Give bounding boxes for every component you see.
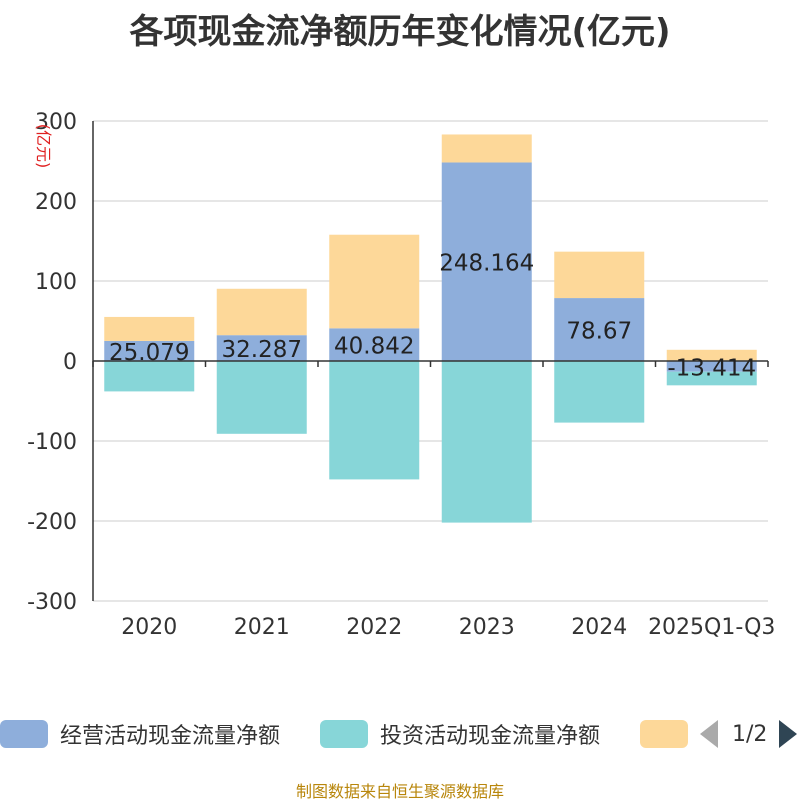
chart-title: 各项现金流净额历年变化情况(亿元) xyxy=(129,12,671,52)
bar-series1-2023 xyxy=(441,361,532,523)
y-tick-label: 100 xyxy=(35,270,77,295)
data-label-2024: 78.67 xyxy=(566,319,632,345)
prev-page-icon[interactable] xyxy=(700,720,718,748)
data-label-2022: 40.842 xyxy=(334,334,414,360)
legend-item-operating[interactable]: 经营活动现金流量净额 xyxy=(0,718,280,750)
legend-pager: 1/2 xyxy=(700,718,798,750)
y-tick-label: 200 xyxy=(35,190,77,215)
x-tick-label-2020: 2020 xyxy=(121,615,177,640)
y-tick-label: -200 xyxy=(27,510,77,535)
bar-series2-2024 xyxy=(554,251,645,299)
y-tick-label: 300 xyxy=(35,110,77,135)
x-tick-label-2023: 2023 xyxy=(459,615,515,640)
bar-series2-2023 xyxy=(441,134,532,163)
y-tick-label: -300 xyxy=(27,590,77,615)
bar-series0-2023 xyxy=(441,162,532,361)
legend-item-investing[interactable]: 投资活动现金流量净额 xyxy=(320,718,600,750)
legend-swatch-operating xyxy=(0,720,48,748)
bar-series0-2020 xyxy=(104,340,195,361)
x-tick-label-2021: 2021 xyxy=(234,615,290,640)
bar-series1-2025Q1-Q3 xyxy=(666,371,757,386)
legend-label-investing: 投资活动现金流量净额 xyxy=(380,724,601,749)
legend-page-indicator: 1/2 xyxy=(732,721,768,747)
legend: 经营活动现金流量净额 投资活动现金流量净额 xyxy=(0,718,800,750)
legend-label-operating: 经营活动现金流量净额 xyxy=(60,724,281,749)
bar-series2-2020 xyxy=(104,316,195,341)
data-label-2023: 248.164 xyxy=(439,251,534,277)
bar-series1-2022 xyxy=(329,361,420,480)
cashflow-bar-chart: 300 200 100 0 -100 -200 -300 (亿元) 25.079 32.287 40… xyxy=(27,110,775,640)
bar-series0-2022 xyxy=(329,328,420,361)
legend-swatch-investing xyxy=(320,720,368,748)
bar-series1-2024 xyxy=(554,361,645,423)
next-page-icon[interactable] xyxy=(779,720,798,748)
x-tick-label-2024: 2024 xyxy=(571,615,627,640)
bar-series2-2021 xyxy=(216,288,307,336)
bar-series1-2020 xyxy=(104,361,195,392)
x-tick-label-2025Q1-Q3: 2025Q1-Q3 xyxy=(648,615,775,640)
x-tick-label-2022: 2022 xyxy=(346,615,402,640)
y-axis-unit-label: (亿元) xyxy=(34,124,53,169)
data-label-2021: 32.287 xyxy=(222,337,302,363)
source-footer: 制图数据来自恒生聚源数据库 xyxy=(295,782,504,801)
y-tick-label: -100 xyxy=(27,430,77,455)
legend-item-financing[interactable] xyxy=(640,718,700,750)
bar-series1-2021 xyxy=(216,361,307,434)
legend-swatch-financing xyxy=(640,720,688,748)
data-label-2025Q1-Q3: -13.414 xyxy=(667,355,756,381)
bar-series0-2024 xyxy=(554,298,645,361)
y-tick-label: 0 xyxy=(63,350,77,375)
bar-series0-2025Q1-Q3 xyxy=(666,361,757,372)
data-label-2020: 25.079 xyxy=(109,340,189,366)
bar-series2-2025Q1-Q3 xyxy=(666,349,757,361)
bar-series2-2022 xyxy=(329,234,420,329)
bar-series0-2021 xyxy=(216,335,307,361)
